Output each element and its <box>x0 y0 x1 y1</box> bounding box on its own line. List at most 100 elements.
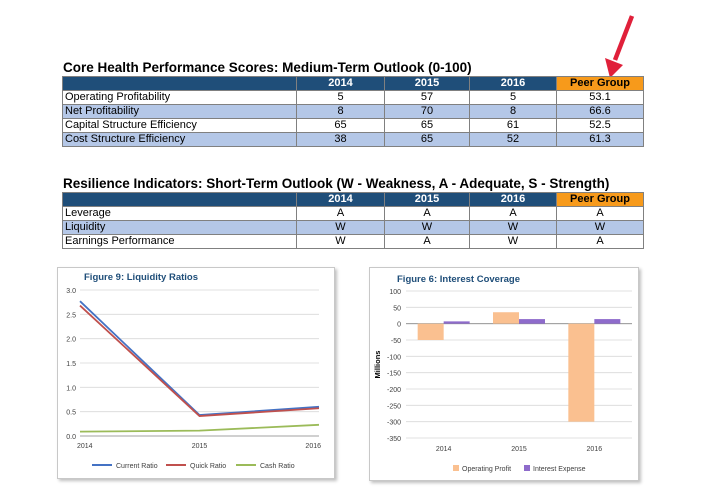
y-tick-label: -300 <box>387 420 401 427</box>
cell-value: 57 <box>384 90 470 105</box>
y-tick-label: 0.0 <box>66 434 76 441</box>
legend-label: Interest Expense <box>533 466 586 473</box>
x-tick-label: 2016 <box>305 443 321 450</box>
x-tick-label: 2014 <box>436 446 452 453</box>
cell-value: A <box>384 234 470 249</box>
chart-title: Figure 6: Interest Coverage <box>397 274 520 285</box>
table-header-row: 2014 2015 2016 Peer Group <box>62 192 644 207</box>
table-row: Leverage A A A A <box>62 206 644 221</box>
table-row: Liquidity W W W W <box>62 220 644 235</box>
cell-value: 70 <box>384 104 470 119</box>
cell-value: 65 <box>296 118 385 133</box>
cell-value: 38 <box>296 132 385 147</box>
cell-value: A <box>556 234 644 249</box>
cell-value: W <box>296 220 385 235</box>
liquidity-ratios-chart: Figure 9: Liquidity Ratios 0.0 0.5 1.0 1.5 2.… <box>66 272 321 470</box>
table-row: Operating Profitability 5 57 5 53.1 <box>62 90 644 105</box>
series-line-1 <box>79 304 320 417</box>
header-blank <box>62 192 297 207</box>
series-line-2 <box>79 423 320 433</box>
header-2015: 2015 <box>384 76 470 91</box>
header-peer-group: Peer Group <box>556 192 644 207</box>
cell-value: 52 <box>469 132 557 147</box>
y-tick-label: -200 <box>387 387 401 394</box>
y-tick-label: 1.5 <box>66 361 76 368</box>
legend-label: Operating Profit <box>462 466 511 473</box>
table-row: Cost Structure Efficiency 38 65 52 61.3 <box>62 132 644 147</box>
table-header-row: 2014 2015 2016 Peer Group <box>62 76 644 91</box>
cell-value: A <box>384 206 470 221</box>
cell-value: 66.6 <box>556 104 644 119</box>
x-tick-label: 2015 <box>511 446 527 453</box>
y-tick-label: 3.0 <box>66 288 76 295</box>
table-row: Capital Structure Efficiency 65 65 61 52… <box>62 118 644 133</box>
row-label: Liquidity <box>62 220 297 235</box>
y-tick-label: -100 <box>387 354 401 361</box>
cell-value: 61.3 <box>556 132 644 147</box>
interest-chart-box: Figure 6: Interest Coverage 100 50 0 -50 -100… <box>369 267 639 481</box>
cell-value: A <box>296 206 385 221</box>
cell-value: W <box>469 220 557 235</box>
y-tick-label: 1.0 <box>66 385 76 392</box>
legend-label: Cash Ratio <box>260 463 295 470</box>
header-2014: 2014 <box>296 192 385 207</box>
row-label: Net Profitability <box>62 104 297 119</box>
y-tick-label: -350 <box>387 436 401 443</box>
table2-title: Resilience Indicators: Short-Term Outloo… <box>63 176 610 191</box>
table1-title: Core Health Performance Scores: Medium-T… <box>63 60 472 75</box>
cell-value: 8 <box>296 104 385 119</box>
cell-value: 5 <box>469 90 557 105</box>
bar-1-2 <box>594 319 621 324</box>
series-line-0 <box>79 300 320 416</box>
row-label: Cost Structure Efficiency <box>62 132 297 147</box>
legend-label: Quick Ratio <box>190 463 226 470</box>
cell-value: W <box>296 234 385 249</box>
header-blank <box>62 76 297 91</box>
cell-value: A <box>556 206 644 221</box>
resilience-table: 2014 2015 2016 Peer Group Leverage A A A… <box>62 192 644 249</box>
core-health-table: 2014 2015 2016 Peer Group Operating Prof… <box>62 76 644 147</box>
bar-1-1 <box>519 319 545 324</box>
cell-value: 5 <box>296 90 385 105</box>
y-tick-label: 2.0 <box>66 337 76 344</box>
x-tick-label: 2016 <box>587 446 603 453</box>
legend-swatch <box>453 465 459 471</box>
cell-value: A <box>469 206 557 221</box>
row-label: Capital Structure Efficiency <box>62 118 297 133</box>
x-tick-label: 2014 <box>77 443 93 450</box>
bar-0-2 <box>568 323 595 422</box>
cell-value: 65 <box>384 132 470 147</box>
red-arrow-icon <box>605 15 635 78</box>
table-row: Earnings Performance W A W A <box>62 234 644 249</box>
row-label: Operating Profitability <box>62 90 297 105</box>
y-tick-label: -250 <box>387 403 401 410</box>
header-2016: 2016 <box>469 192 557 207</box>
bar-1-0 <box>443 321 470 324</box>
bar-0-1 <box>493 312 519 324</box>
chart-title: Figure 9: Liquidity Ratios <box>84 272 198 283</box>
cell-value: W <box>556 220 644 235</box>
y-tick-label: 50 <box>393 305 401 312</box>
cell-value: 52.5 <box>556 118 644 133</box>
bar-0-0 <box>417 323 444 340</box>
y-tick-label: 0 <box>397 322 401 329</box>
y-tick-label: 2.5 <box>66 312 76 319</box>
cell-value: 8 <box>469 104 557 119</box>
x-tick-label: 2015 <box>192 443 208 450</box>
cell-value: W <box>469 234 557 249</box>
cell-value: W <box>384 220 470 235</box>
y-axis-label: Millions <box>373 351 382 379</box>
row-label: Leverage <box>62 206 297 221</box>
legend-label: Current Ratio <box>116 463 158 470</box>
y-tick-label: 100 <box>389 289 401 296</box>
header-2015: 2015 <box>384 192 470 207</box>
cell-value: 53.1 <box>556 90 644 105</box>
y-tick-label: 0.5 <box>66 410 76 417</box>
cell-value: 65 <box>384 118 470 133</box>
interest-coverage-chart: Figure 6: Interest Coverage 100 50 0 -50 -100… <box>373 274 632 473</box>
table-row: Net Profitability 8 70 8 66.6 <box>62 104 644 119</box>
header-peer-group: Peer Group <box>556 76 644 91</box>
row-label: Earnings Performance <box>62 234 297 249</box>
y-tick-label: -150 <box>387 371 401 378</box>
header-2014: 2014 <box>296 76 385 91</box>
